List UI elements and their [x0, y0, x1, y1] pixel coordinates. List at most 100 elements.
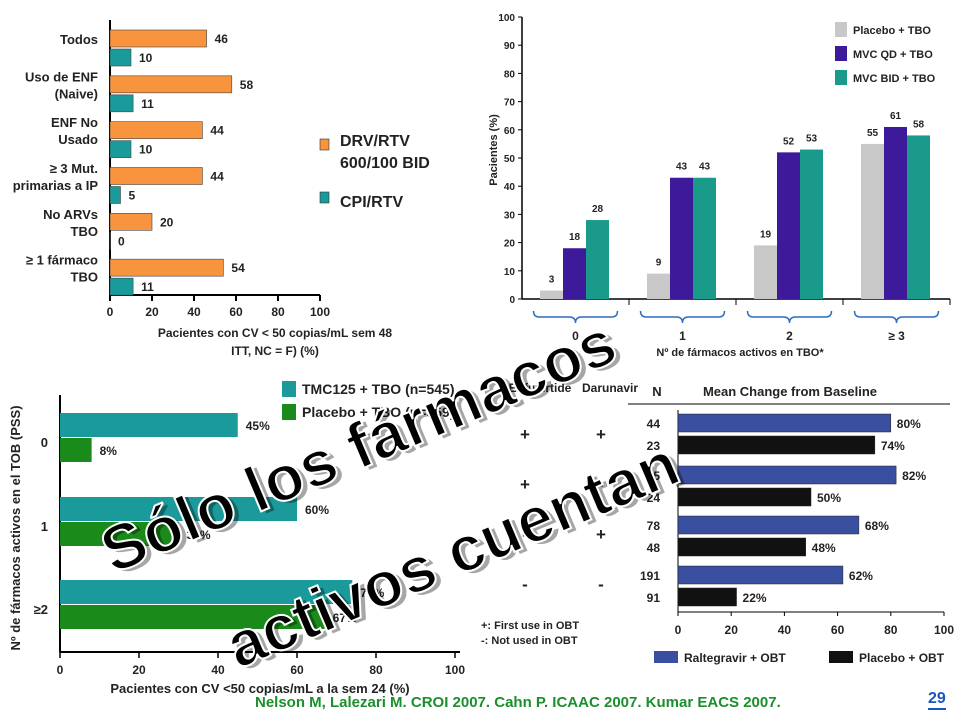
- c2-bar: [754, 245, 777, 299]
- c1-bar: [109, 186, 121, 204]
- c3-data-label: 60%: [305, 503, 329, 517]
- c3-x-tick-label: 60: [290, 663, 304, 677]
- c1-category-label: Uso de ENF: [25, 69, 98, 84]
- c1-category-label: (Naive): [55, 86, 98, 101]
- c2-y-tick-label: 100: [498, 13, 515, 24]
- c5-data-label: 82%: [902, 469, 926, 483]
- c1-bar: [109, 167, 203, 185]
- c3-bar: [60, 522, 179, 546]
- c3-legend-swatch: [282, 404, 296, 420]
- c2-bar: [861, 143, 884, 299]
- c1-data-label: 46: [215, 32, 229, 46]
- c5-legend-swatch: [654, 651, 678, 663]
- c1-bar: [109, 213, 153, 231]
- c1-data-label: 11: [141, 97, 154, 111]
- c2-legend-label: MVC BID + TBO: [853, 73, 936, 85]
- c3-category-label: ≥2: [34, 602, 48, 617]
- t4-cell: +: [520, 475, 530, 494]
- c3-bar: [60, 438, 92, 462]
- c1-bar: [109, 232, 111, 250]
- c5-data-label: 22%: [743, 591, 767, 605]
- c1-legend-label: CPI/RTV: [340, 194, 403, 211]
- c1-data-label: 0: [118, 234, 125, 248]
- c1-legend-label: 600/100 BID: [340, 155, 430, 172]
- c2-y-tick-label: 50: [504, 154, 516, 165]
- c3-category-label: 1: [41, 519, 48, 534]
- c1-category-label: primarias a IP: [13, 178, 99, 193]
- c5-data-label: 48%: [812, 541, 836, 555]
- c1-bar: [109, 94, 134, 113]
- c5-header: N: [652, 384, 661, 399]
- c2-bar: [540, 290, 563, 299]
- c2-bar: [907, 135, 930, 299]
- c1-category-label: Todos: [60, 32, 98, 47]
- c3-x-tick-label: 40: [211, 663, 225, 677]
- c3-data-label: 74%: [360, 586, 384, 600]
- c2-bar: [884, 126, 907, 299]
- c2-y-tick-label: 60: [504, 126, 516, 137]
- c5-n-label: 48: [647, 541, 661, 555]
- c1-data-label: 54: [231, 261, 245, 275]
- c1-legend-swatch: [319, 138, 330, 151]
- t4-cell: -: [598, 475, 604, 494]
- c1-bar: [109, 277, 134, 296]
- c3-legend-label: Placebo + TBO (n=559): [302, 404, 455, 420]
- c2-data-label: 43: [699, 162, 711, 173]
- c3-x-axis-label: Pacientes con CV <50 copias/mL a la sem …: [110, 681, 409, 696]
- t4-note: +: First use in OBT: [481, 620, 579, 632]
- c2-data-label: 43: [676, 162, 688, 173]
- c2-data-label: 19: [760, 229, 772, 240]
- c5-n-label: 45: [647, 469, 661, 483]
- c3-data-label: 45%: [246, 419, 270, 433]
- c5-legend-swatch: [829, 651, 853, 663]
- c1-bar: [109, 140, 132, 158]
- c1-legend-swatch: [319, 191, 330, 204]
- t4-cell: +: [520, 425, 530, 444]
- c1-x-tick-label: 100: [310, 305, 330, 319]
- c5-bar: [677, 465, 897, 485]
- c2-data-label: 53: [806, 134, 818, 145]
- c5-n-label: 24: [647, 491, 661, 505]
- c3-legend-label: TMC125 + TBO (n=545): [302, 381, 455, 397]
- c3-x-tick-label: 80: [369, 663, 383, 677]
- c2-x-tick-label: 2: [786, 329, 793, 343]
- c2-y-tick-label: 70: [504, 98, 516, 109]
- c1-bar: [109, 48, 132, 67]
- c5-n-label: 91: [647, 591, 661, 605]
- c5-data-label: 68%: [865, 519, 889, 533]
- c2-y-tick-label: 90: [504, 41, 516, 52]
- t4-header: Darunavir: [582, 381, 638, 395]
- c5-bar: [677, 435, 876, 455]
- c2-data-label: 28: [592, 204, 604, 215]
- c1-bar: [109, 29, 207, 48]
- c2-data-label: 18: [569, 232, 581, 243]
- c3-y-axis-label: Nº de fármacos activos en el TOB (PSS): [8, 405, 23, 650]
- c1-category-label: ≥ 1 fármaco: [26, 253, 98, 268]
- c1-category-label: TBO: [71, 270, 98, 285]
- c3-bar: [60, 605, 325, 629]
- c5-legend-label: Raltegravir + OBT: [684, 651, 786, 665]
- c1-x-tick-label: 40: [187, 305, 201, 319]
- c5-x-tick-label: 40: [778, 623, 792, 637]
- c2-bar: [800, 149, 823, 299]
- c3-bar: [60, 497, 297, 521]
- c3-x-tick-label: 20: [132, 663, 146, 677]
- c2-data-label: 3: [549, 275, 555, 286]
- c5-bar: [677, 565, 844, 585]
- c5-bar: [677, 515, 860, 535]
- c5-data-label: 50%: [817, 491, 841, 505]
- c1-x-tick-label: 0: [107, 305, 114, 319]
- c2-x-tick-label: ≥ 3: [888, 329, 905, 343]
- c5-n-label: 191: [640, 569, 660, 583]
- c2-y-axis-label: Pacientes (%): [488, 114, 500, 186]
- c2-bar: [670, 177, 693, 299]
- c5-data-label: 80%: [897, 417, 921, 431]
- c5-header: Mean Change from Baseline: [703, 384, 877, 399]
- c2-x-axis-label: Nº de fármacos activos en TBO*: [656, 347, 824, 359]
- c5-data-label: 74%: [881, 439, 905, 453]
- c2-y-tick-label: 0: [509, 295, 515, 306]
- c2-legend-label: MVC QD + TBO: [853, 49, 933, 61]
- c2-bar: [647, 273, 670, 299]
- c2-x-tick-label: 0: [572, 329, 579, 343]
- c2-y-tick-label: 20: [504, 239, 516, 250]
